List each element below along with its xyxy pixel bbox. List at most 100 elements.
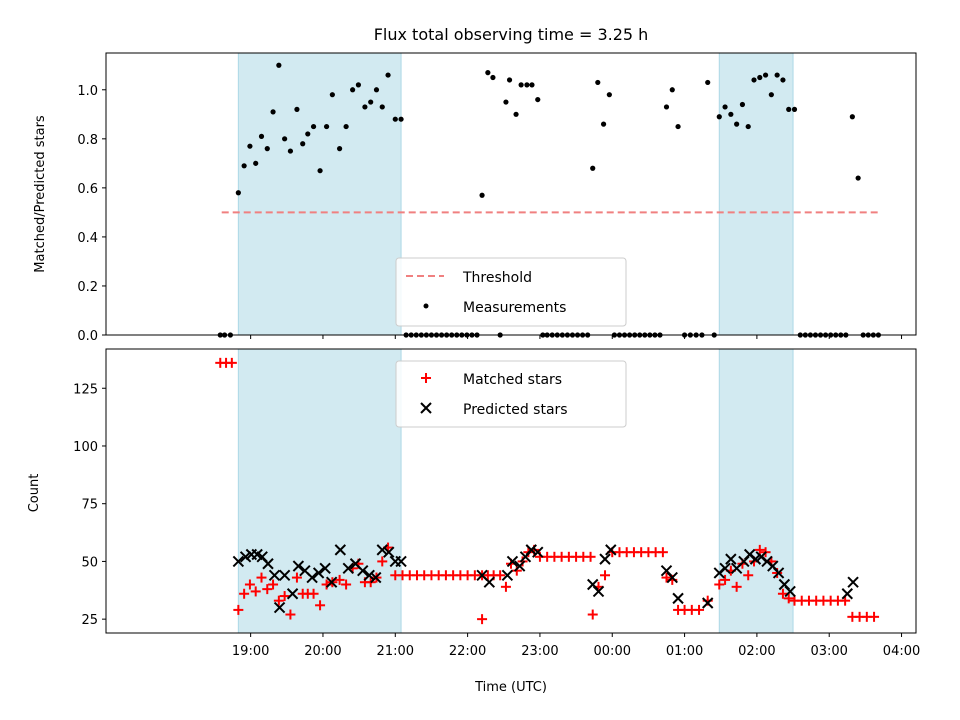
predicted-star-point-b	[325, 576, 338, 588]
measurement-point	[734, 121, 740, 127]
measurement-point	[398, 116, 404, 122]
predicted-star-point	[749, 553, 762, 565]
bottom-legend-box	[395, 360, 627, 428]
measurement-point	[258, 133, 265, 139]
x-axis-label: Time (UTC)	[474, 680, 547, 695]
measurement-point	[590, 165, 596, 171]
predicted-star-point-b	[666, 571, 678, 584]
measurement-point	[791, 106, 798, 112]
predicted-star-point-b	[599, 553, 611, 565]
measurement-point	[247, 143, 253, 149]
predicted-star-point	[599, 553, 611, 565]
matched-star-point	[754, 544, 765, 555]
predicted-star-point-b	[383, 546, 395, 558]
matched-star-point	[511, 565, 522, 576]
predicted-star-point	[239, 551, 252, 563]
measurement-point	[780, 77, 786, 83]
matched-star-point	[777, 588, 788, 599]
top-plot-frame	[105, 52, 917, 336]
x-tick-label: 01:00	[666, 644, 703, 659]
matched-star-point	[694, 604, 705, 615]
measurement-point	[373, 87, 380, 93]
predicted-star-point-b	[506, 555, 519, 568]
predicted-star-point-b	[592, 585, 605, 598]
measurement-point	[368, 99, 374, 105]
matched-star-point	[262, 584, 273, 595]
predicted-star-point-b	[251, 548, 263, 561]
measurement-point	[675, 123, 681, 130]
x-tick-label: 04:00	[883, 644, 920, 659]
measurement-point	[768, 92, 774, 98]
predicted-star-point-b	[312, 567, 325, 579]
predicted-star-point-b	[363, 569, 375, 581]
measurement-point	[485, 70, 491, 76]
x-tick-label: 22:00	[449, 644, 486, 659]
predicted-star-point-b	[357, 564, 369, 577]
measurement-point	[762, 72, 769, 78]
predicted-star-point-b	[299, 564, 311, 577]
measurement-point	[317, 168, 323, 174]
measurement-point	[490, 74, 496, 81]
matched-star-point	[731, 581, 742, 592]
shaded-interval	[718, 348, 794, 634]
predicted-star-point-b	[841, 588, 854, 600]
measurement-point	[300, 141, 306, 147]
predicted-star-point	[592, 585, 605, 598]
predicted-star-point-b	[256, 551, 268, 563]
matched-star-point	[587, 609, 598, 620]
measurement-point	[503, 99, 509, 105]
top-y-axis-label: Matched/Predicted stars	[33, 115, 48, 273]
legend-threshold-label: Threshold	[462, 270, 532, 286]
predicted-star-point-b	[278, 569, 291, 581]
bottom-plot-frame	[105, 348, 917, 634]
predicted-star-point	[501, 569, 514, 581]
legend-plus-mark	[421, 373, 431, 383]
bottom-y-tick-label: 25	[81, 613, 98, 628]
measurement-point	[600, 121, 607, 127]
predicted-star-point	[273, 601, 286, 614]
x-tick-label: 02:00	[738, 644, 775, 659]
measurement-point	[506, 77, 513, 83]
predicted-star-point-b	[501, 569, 514, 581]
predicted-star-point-b	[767, 560, 779, 572]
predicted-star-point-b	[660, 564, 673, 577]
measurement-point	[524, 82, 530, 88]
predicted-star-point	[312, 567, 325, 579]
predicted-star-point-b	[273, 601, 286, 614]
bottom-y-tick-label: 125	[73, 382, 98, 397]
x-tick-label: 23:00	[521, 644, 558, 659]
shaded-interval	[718, 52, 794, 336]
matched-star-point	[661, 572, 672, 583]
predicted-star-point	[286, 588, 299, 600]
predicted-star-point-b	[483, 576, 496, 588]
legend-x-mark	[420, 402, 432, 414]
predicted-star-point-b	[778, 578, 791, 591]
predicted-star-point	[325, 576, 338, 588]
matched-star-point	[377, 556, 388, 567]
predicted-star-point	[306, 571, 318, 584]
top-y-tick-label: 0.6	[77, 182, 98, 197]
predicted-star-point	[666, 571, 678, 584]
predicted-star-point-b	[513, 560, 526, 572]
measurement-point	[253, 160, 259, 166]
predicted-star-point-b	[370, 571, 382, 584]
predicted-star-point-b	[725, 553, 737, 565]
matched-star-point	[477, 614, 488, 625]
bottom-legend: Matched stars Predicted stars	[395, 360, 627, 428]
predicted-star-point	[719, 562, 731, 575]
predicted-star-point	[725, 553, 737, 565]
predicted-star-point	[232, 555, 245, 568]
predicted-star-point	[383, 546, 395, 558]
measurement-point	[745, 123, 751, 130]
predicted-star-point	[363, 569, 375, 581]
predicted-star-point-b	[719, 562, 731, 575]
matched-star-point	[714, 579, 725, 590]
legend-x-mark-b	[420, 402, 432, 414]
bottom-y-axis-label: Count	[27, 474, 42, 513]
shaded-interval	[237, 348, 402, 634]
matched-star-point	[239, 588, 250, 599]
matched-star-point	[308, 588, 319, 599]
matched-star-point	[291, 572, 302, 583]
matched-star-point	[840, 595, 851, 606]
top-panel: 0.0 0.2 0.4 0.6 0.8 1.0 Threshold Measurement…	[77, 52, 917, 344]
